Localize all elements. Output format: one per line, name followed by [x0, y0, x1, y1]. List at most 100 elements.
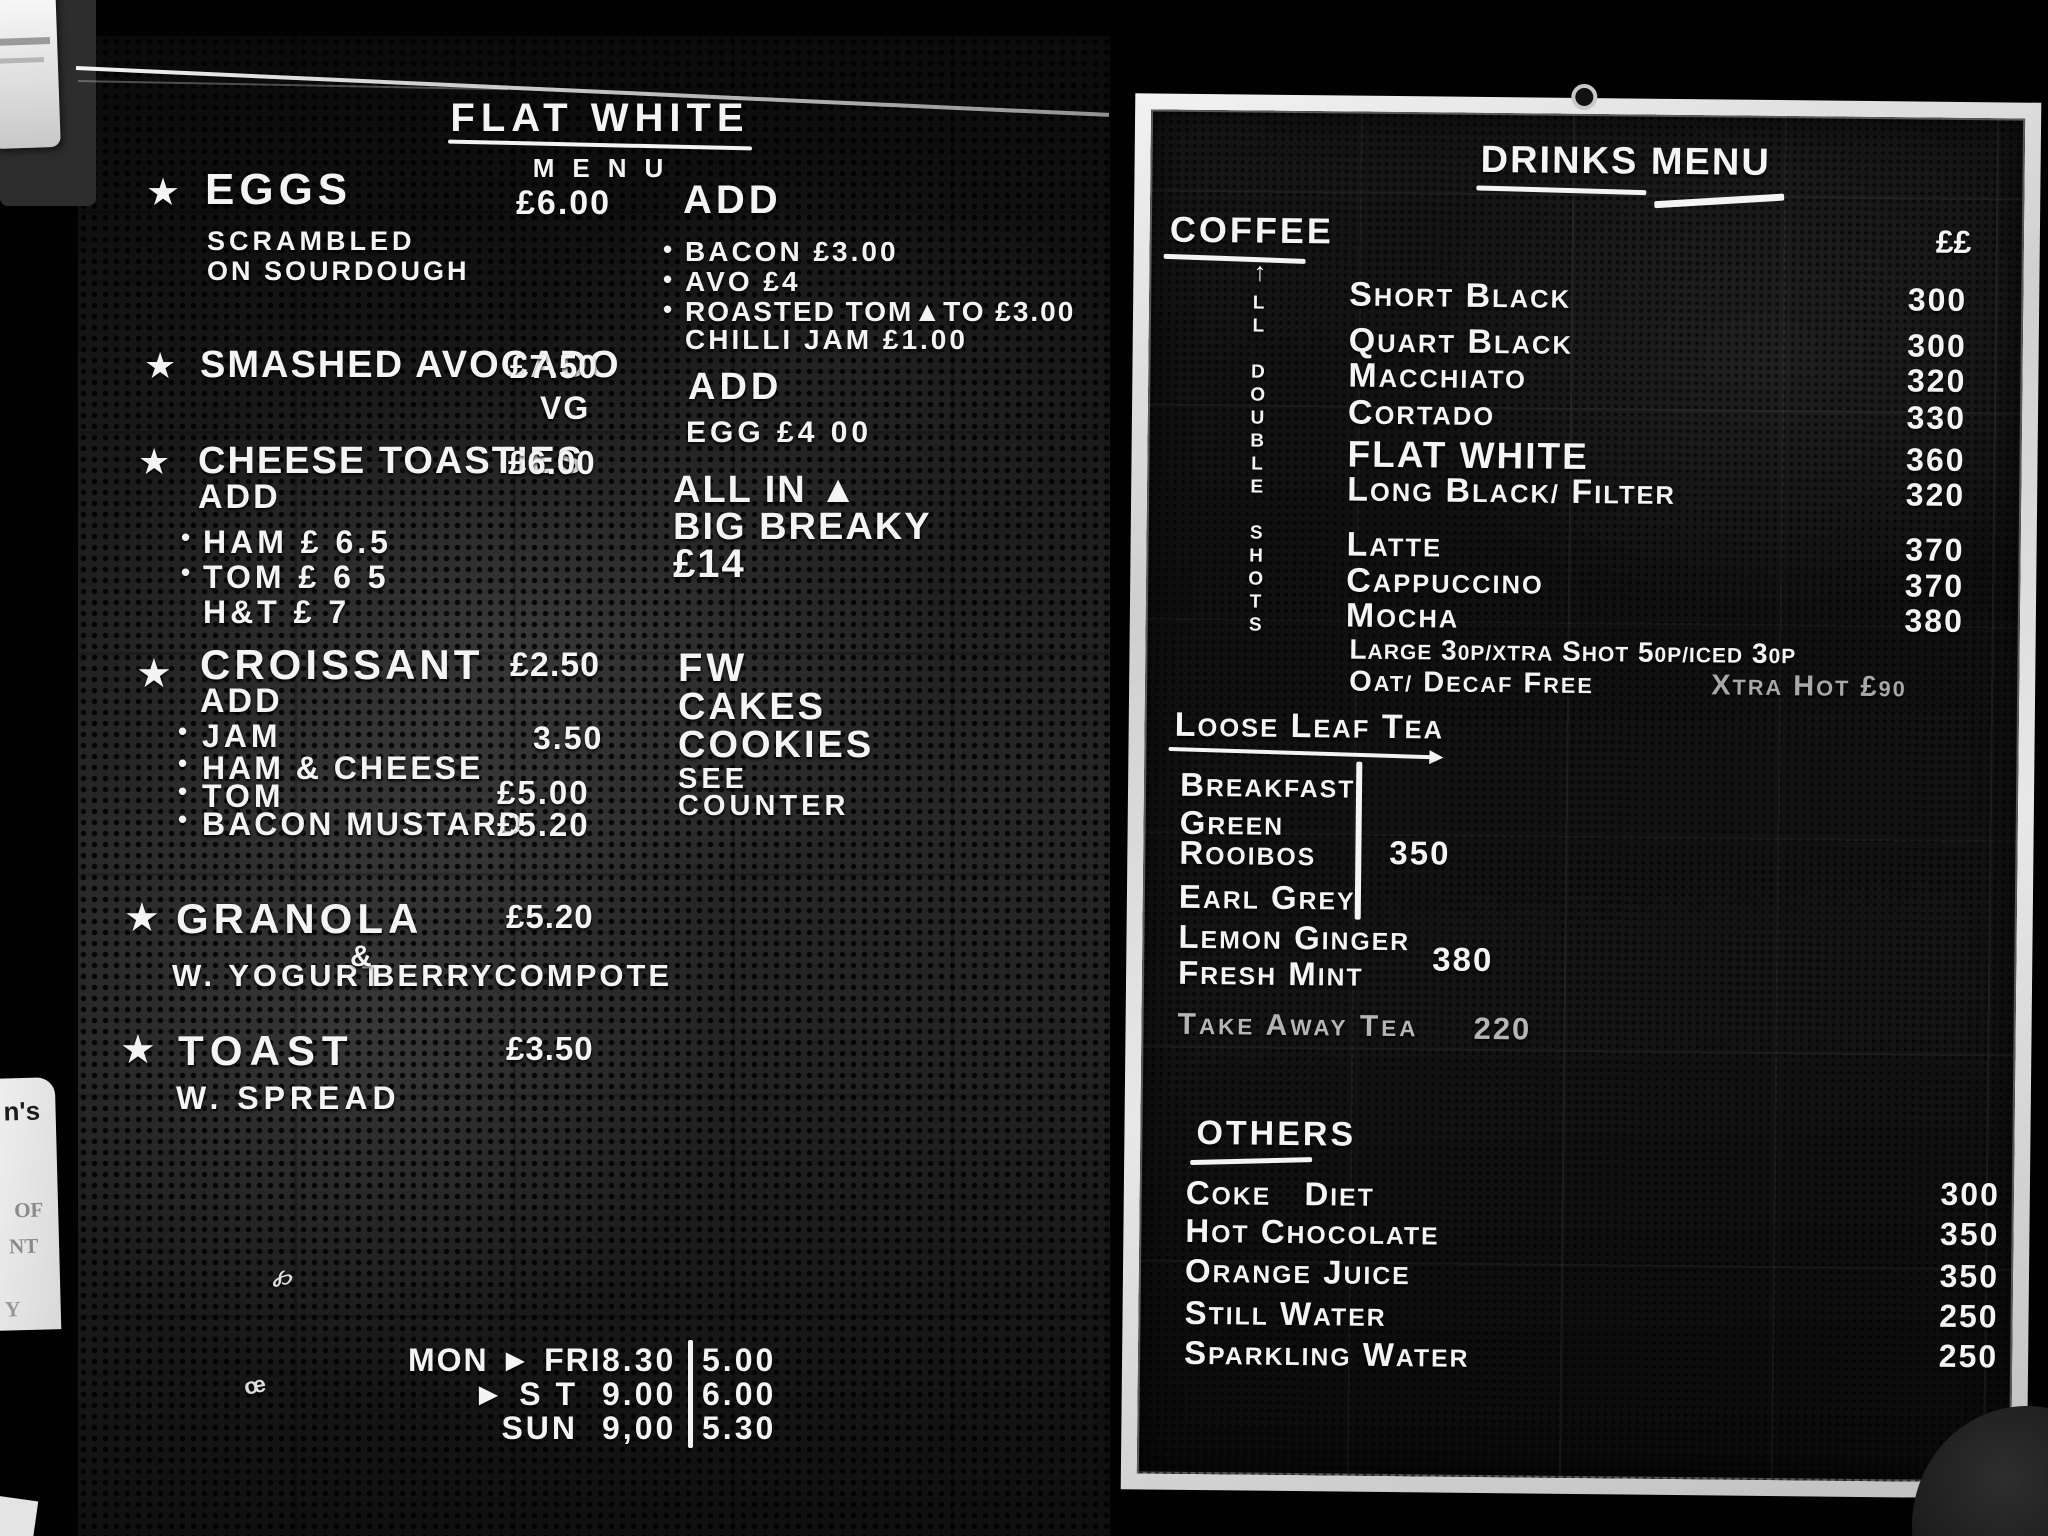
tea-name: FRESH MINT [1177, 953, 1364, 993]
add-item: TOM [202, 778, 285, 814]
add-item: HAM £ 6.5 [203, 524, 392, 560]
tea-group-price: 380 [1432, 940, 1494, 979]
section-heading-coffee: COFFEE [1169, 208, 1335, 252]
hours-day: MON ► FRI [408, 1342, 602, 1378]
drink-name: HOT CHOCOLATE [1185, 1211, 1440, 1251]
currency-label: ££ [1935, 223, 1972, 261]
drink-name: SHORT BLACK [1349, 275, 1572, 316]
counter-line: COOKIES [678, 724, 875, 766]
coffee-extras-note: LARGE 30P/XTRA SHOT 50P/ICED 30P [1349, 633, 1797, 669]
menu-item-price: £7.50 [510, 348, 598, 385]
vegan-tag: VG [540, 390, 591, 426]
add-item: H&T £ 7 [203, 594, 351, 630]
menu-item-price: £6.00 [508, 444, 596, 481]
menu-item-name: EGGS [205, 165, 353, 214]
wall-dispenser [0, 0, 61, 150]
tea-group-bracket [1354, 761, 1363, 920]
add-heading: ADD [683, 178, 782, 222]
menu-item-desc: SCRAMBLED [207, 226, 416, 256]
section-heading-tea: LOOSE LEAF TEA [1174, 705, 1445, 747]
add-item: TOM £ 6 5 [203, 559, 390, 595]
bullet: • [178, 716, 188, 746]
drink-name: LONG BLACK/ FILTER [1346, 470, 1677, 512]
coffee-extras-note-dim: XTRA HOT £90 [1710, 669, 1907, 704]
menu-item-desc: BERRYCOMPOTE [372, 958, 673, 993]
menu-item-name: GRANOLA [176, 895, 424, 942]
drink-price: 320 [1906, 362, 1967, 400]
drink-price: 320 [1905, 476, 1966, 514]
vertical-note-all-double-shots: LL DOUBLE SHOTS [1244, 292, 1270, 638]
page-title: FLAT WHITE [450, 96, 750, 140]
add-heading: ADD [688, 366, 783, 408]
hours-close: 5.30 [702, 1410, 777, 1446]
drink-name: QUART BLACK [1348, 321, 1573, 362]
drink-price: 370 [1905, 531, 1965, 569]
right-menu-board: DRINKS MENU COFFEE ££ ↑ LL DOUBLE SHOTS … [1136, 109, 2026, 1483]
bullet: • [178, 804, 188, 834]
drink-name: MACCHIATO [1348, 356, 1528, 395]
stray-letter: ℘ [270, 1257, 300, 1293]
counter-line: CAKES [678, 686, 827, 728]
right-menu-board-frame: DRINKS MENU COFFEE ££ ↑ LL DOUBLE SHOTS … [1120, 83, 2042, 1499]
star-icon: ★ [120, 1028, 156, 1072]
bullet: • [181, 557, 191, 587]
paper-text-fragment: n's [3, 1095, 41, 1127]
add-item: JAM [202, 718, 282, 754]
bullet: • [663, 294, 673, 324]
add-item-price: 3.50 [533, 720, 604, 756]
menu-item-price: £3.50 [506, 1030, 594, 1067]
combo-line: ALL IN ▲ [673, 469, 859, 511]
bullet: • [178, 748, 188, 778]
bullet: • [178, 776, 188, 806]
add-item-price: £5.00 [497, 774, 590, 811]
board-subtitle: MENU [532, 153, 682, 183]
star-icon: ★ [138, 441, 171, 482]
hours-open: 8.30 [602, 1342, 677, 1378]
takeaway-tea-price: 220 [1473, 1010, 1532, 1047]
add-item: BACON MUSTARD [202, 806, 525, 842]
menu-item-price: £5.20 [506, 898, 594, 935]
drink-name: COKE DIET [1185, 1173, 1375, 1213]
combo-line: BIG BREAKY [673, 506, 932, 548]
hours-day: SUN [501, 1410, 578, 1446]
star-icon: ★ [146, 172, 181, 214]
wall-paper-sign: n's OF NT Y [0, 1077, 62, 1331]
star-icon: ★ [124, 896, 160, 940]
drink-name: CAPPUCCINO [1346, 561, 1544, 600]
board-header: FLAT WHITE MENU [400, 98, 800, 181]
bullet: • [663, 234, 673, 264]
hours-divider [688, 1340, 693, 1448]
bullet: • [181, 522, 191, 552]
tea-name: BREAKFAST [1179, 765, 1356, 804]
bullet: • [663, 264, 673, 294]
tea-underline-arrow [1168, 746, 1431, 760]
add-item: ROASTED TOM▲TO £3.00 [685, 296, 1076, 327]
menu-item-name: TOAST [178, 1027, 355, 1074]
drink-price: 370 [1904, 567, 1965, 605]
drink-price: 300 [1940, 1175, 2001, 1213]
drink-name: STILL WATER [1184, 1293, 1387, 1333]
paper-text-fragment: NT [8, 1233, 39, 1259]
drink-name: FLAT WHITE [1347, 433, 1590, 478]
counter-line: COUNTER [678, 790, 850, 822]
add-item: CHILLI JAM £1.00 [685, 324, 968, 355]
drink-price: 380 [1904, 602, 1965, 639]
page-title: DRINKS MENU [1480, 138, 1771, 184]
combo-price: £14 [673, 542, 746, 586]
tea-name: LEMON GINGER [1178, 917, 1411, 957]
coffee-underline [1163, 253, 1306, 264]
drink-price: 330 [1906, 399, 1967, 437]
drink-price: 250 [1938, 1297, 1999, 1335]
add-item-price: £5.20 [497, 806, 590, 843]
drink-price: 250 [1938, 1337, 1999, 1375]
drink-price: 360 [1905, 441, 1966, 479]
menu-item-name: CROISSANT [200, 641, 484, 688]
tea-name: EARL GREY [1178, 877, 1356, 917]
add-item: HAM & CHEESE [202, 750, 484, 786]
star-icon: ★ [144, 345, 177, 386]
menu-item-desc: W. SPREAD [176, 1080, 401, 1116]
drink-name: SPARKLING WATER [1183, 1333, 1470, 1374]
star-icon: ★ [136, 652, 172, 696]
menu-item-name: CHEESE TOASTIES [198, 440, 585, 482]
